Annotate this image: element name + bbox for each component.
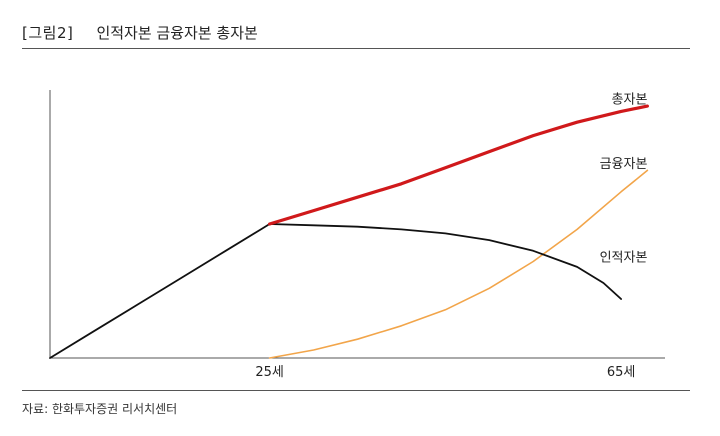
series-label: 인적자본 (600, 251, 648, 266)
figure-header: [그림2] 인적자본 금융자본 총자본 (22, 22, 690, 43)
series-label: 금융자본 (600, 157, 648, 172)
bottom-divider (22, 390, 690, 391)
series-line-2 (49, 223, 622, 359)
source-note: 자료: 한화투자증권 리서치센터 (22, 402, 178, 416)
figure-title: 인적자본 금융자본 총자본 (96, 24, 258, 42)
series-label: 총자본 (612, 92, 648, 107)
top-divider (22, 48, 690, 49)
figure-label: [그림2] (22, 24, 74, 42)
x-tick-label: 25세 (255, 365, 284, 380)
series-line-0 (268, 104, 650, 226)
series-line-1 (268, 169, 649, 359)
x-tick-label: 65세 (607, 365, 636, 380)
